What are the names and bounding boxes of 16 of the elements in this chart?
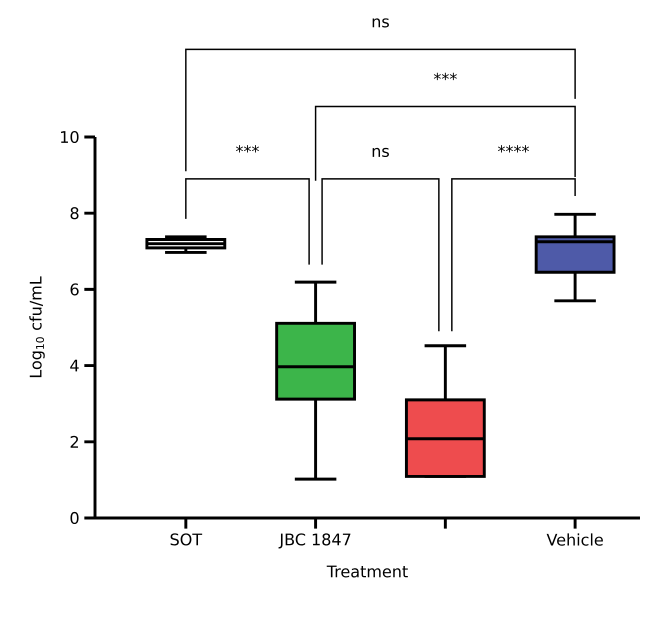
y-tick-label: 0: [70, 512, 79, 524]
y-axis-title: Log$_{10}$ cfu/mL: [29, 276, 45, 378]
x-tick-label: Vehicle: [546, 533, 603, 546]
x-axis-title: Treatment: [326, 566, 408, 578]
y-tick-label: 10: [61, 130, 79, 144]
text: ***: [434, 72, 457, 80]
y-tick-label: 8: [70, 207, 79, 220]
text: ns: [372, 18, 389, 28]
annotation: ***: [236, 145, 259, 152]
y-tick-label: 2: [70, 436, 78, 448]
x-tick-label: JBC 1847: [278, 533, 350, 548]
y-tick-label: 6: [70, 283, 79, 296]
annotation: ns: [372, 148, 389, 158]
annotation: ****: [498, 145, 530, 152]
x-tick-label: SOT: [170, 533, 202, 546]
y-tick-label: 4: [70, 360, 79, 372]
